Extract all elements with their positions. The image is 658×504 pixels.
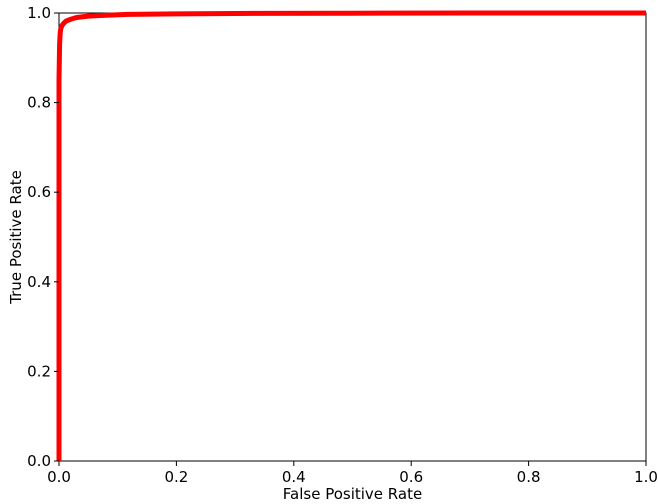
x-tick-label: 0.6 [399,468,423,486]
x-tick-label: 0.2 [164,468,188,486]
x-tick-label: 0.8 [517,468,541,486]
plot-frame [58,12,647,462]
x-tick-label: 1.0 [634,468,658,486]
x-axis-label: False Positive Rate [283,485,422,503]
y-tick-label: 0.8 [27,94,51,112]
x-tick-label: 0.4 [282,468,306,486]
y-tick-label: 0.6 [27,183,51,201]
roc-curve-series-0 [56,10,646,461]
x-axis-ticks: 0.0 0.2 0.4 0.6 0.8 1.0 [47,461,658,486]
x-tick-label: 0.0 [47,468,71,486]
y-axis-ticks: 0.0 0.2 0.4 0.6 0.8 1.0 [27,4,59,470]
y-tick-label: 0.2 [27,362,51,380]
series-layer [56,10,646,461]
plot-area [58,12,647,462]
y-axis-label: True Positive Rate [7,170,25,305]
y-tick-label: 1.0 [27,4,51,22]
y-tick-label: 0.4 [27,273,51,291]
y-tick-label: 0.0 [27,452,51,470]
